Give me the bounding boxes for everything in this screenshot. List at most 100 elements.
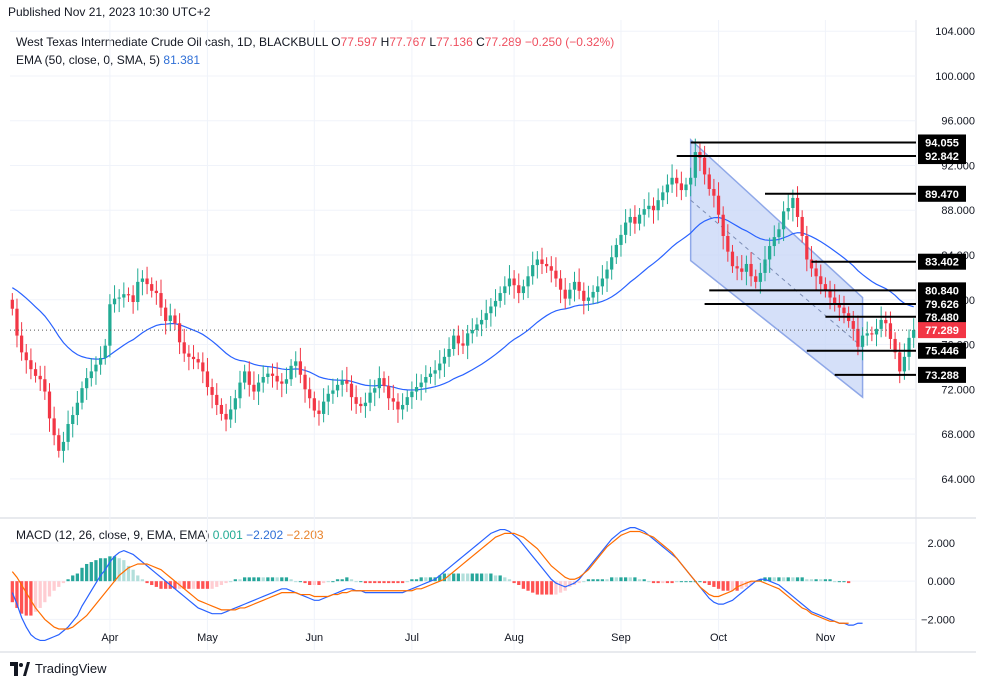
candle-body [57, 435, 61, 451]
candle-body [819, 276, 823, 285]
macd-histogram-bar [768, 577, 772, 582]
candle-body [298, 361, 303, 375]
macd-histogram-bar [98, 558, 103, 582]
macd-histogram-bar [484, 573, 488, 582]
candle-body [684, 184, 688, 191]
candle-body [786, 208, 790, 212]
level-price-label: 83.402 [925, 257, 959, 269]
candle-body [103, 345, 107, 358]
level-price-badge [918, 253, 966, 270]
macd-histogram-bar [758, 579, 762, 582]
macd-tick-label: 2.000 [927, 538, 955, 550]
candle-body [164, 307, 168, 322]
candle-body [833, 297, 837, 304]
macd-histogram-bar [335, 579, 340, 582]
macd-histogram-bar [317, 581, 321, 585]
candle-body [619, 234, 623, 245]
macd-tick-label: −2.000 [921, 614, 955, 626]
level-price-label: 73.288 [925, 370, 959, 382]
candle-body [600, 278, 605, 287]
candle-body [61, 441, 66, 451]
candle-body [879, 319, 883, 329]
macd-histogram-bar [145, 581, 149, 584]
macd-histogram-bar [521, 581, 526, 589]
candle-body [707, 174, 711, 189]
candle-body [15, 308, 19, 336]
candle-body [335, 384, 340, 391]
macd-histogram-bar [61, 581, 66, 584]
candle-body [512, 278, 516, 286]
candle-body [303, 374, 307, 390]
candle-body [24, 352, 28, 361]
macd-histogram-bar [280, 577, 284, 582]
candle-body [10, 299, 14, 309]
candle-body [479, 319, 484, 325]
candle-body [610, 257, 614, 270]
macd-histogram-bar [623, 577, 628, 582]
time-tick-label: Apr [101, 632, 118, 644]
candle-body [140, 278, 145, 282]
macd-histogram-bar [201, 581, 205, 589]
macd-histogram-bar [735, 581, 739, 591]
candle-body [540, 259, 544, 264]
macd-histogram-bar [363, 581, 368, 584]
candle-body [363, 402, 368, 407]
candle-body [442, 356, 447, 364]
macd-histogram-bar [419, 577, 423, 582]
candle-body [656, 200, 660, 211]
macd-histogram-bar [661, 581, 665, 584]
candle-body [726, 235, 730, 252]
candle-body [280, 381, 284, 384]
macd-histogram-bar [94, 560, 98, 582]
macd-histogram-bar [605, 579, 609, 582]
candle-body [38, 375, 42, 380]
candle-body [243, 371, 247, 383]
macd-histogram-bar [43, 581, 47, 603]
candle-body [215, 394, 219, 405]
candle-body [219, 404, 224, 414]
macd-histogram-bar [10, 581, 14, 603]
macd-histogram-bar [610, 577, 614, 582]
descending-channel [689, 138, 864, 399]
macd-histogram-bar [577, 581, 581, 584]
macd-histogram-bar [670, 581, 674, 584]
macd-histogram-bar [414, 579, 419, 582]
macd-histogram-bar [131, 569, 135, 582]
macd-histogram-bar [359, 581, 363, 583]
candle-body [712, 188, 716, 196]
candle-body [586, 297, 591, 301]
candle-body [414, 387, 419, 392]
macd-histogram-bar [535, 581, 539, 595]
candle-body [349, 383, 354, 398]
candle-body [117, 297, 121, 299]
macd-histogram-bar [321, 581, 326, 584]
candle-body [419, 382, 423, 388]
tradingview-logo-icon [10, 661, 30, 676]
candle-body [870, 333, 874, 335]
price-tick-label: 100.000 [935, 71, 975, 83]
symbol-legend: West Texas Intermediate Crude Oil cash, … [16, 35, 614, 49]
candle-body [33, 369, 38, 376]
candle-body [396, 401, 400, 410]
macd-histogram-bar [205, 581, 210, 589]
macd-histogram-bar [24, 581, 28, 616]
level-price-label: 92.842 [925, 151, 959, 163]
price-tick-label: 64.000 [941, 474, 975, 486]
candle-body [289, 365, 293, 380]
macd-histogram-bar [136, 575, 140, 582]
macd-histogram-bar [456, 573, 460, 582]
candle-body [526, 276, 530, 287]
candle-body [614, 244, 618, 258]
low-label: L [429, 35, 437, 49]
macd-histogram-bar [354, 581, 358, 583]
candle-body [582, 290, 586, 301]
macd-histogram-bar [187, 581, 191, 589]
macd-histogram-bar [786, 577, 790, 582]
macd-histogram-bar [80, 567, 84, 582]
candle-body [665, 184, 670, 193]
candle-body [456, 335, 460, 344]
macd-histogram-bar [651, 581, 656, 584]
macd-histogram-bar [150, 581, 154, 585]
macd-histogram-bar [396, 581, 400, 584]
